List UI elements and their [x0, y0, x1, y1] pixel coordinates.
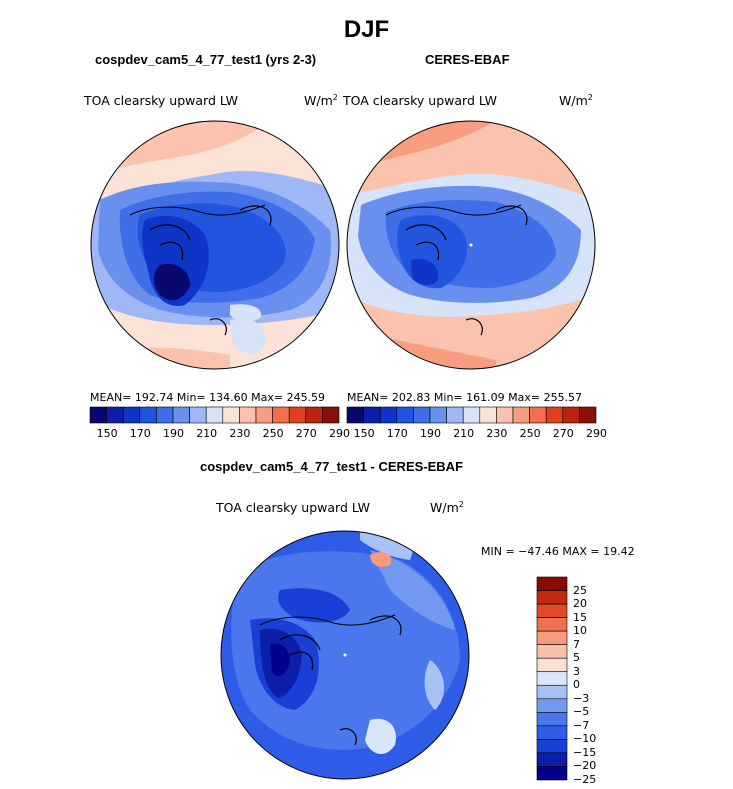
- colorbar-swatch: [446, 406, 464, 424]
- colorbar-tick-label: 150: [96, 427, 118, 440]
- difference-colorbar-ticks: 25 20 15 10 7 5 3 0 −3 −5 −7 −10 −15 −20 −25: [573, 577, 613, 786]
- colorbar-swatch: [106, 406, 124, 424]
- colorbar-swatch: [512, 406, 530, 424]
- panel-1-colorbar-ticks: 150 170 190 210 230 250 270 290: [90, 427, 350, 441]
- colorbar-tick-label: 230: [486, 427, 508, 440]
- panel-1-units: W/m2: [304, 93, 338, 109]
- difference-colorbar-tick-label: −3: [573, 691, 590, 705]
- colorbar-swatch: [363, 406, 381, 424]
- colorbar-swatch: [496, 406, 514, 424]
- difference-colorbar-tick-label: 15: [573, 610, 587, 624]
- colorbar-swatch: [322, 406, 340, 424]
- panel-2-variable: TOA clearsky upward LW: [343, 93, 498, 108]
- colorbar-swatch: [429, 406, 447, 424]
- colorbar-tick-label: 290: [329, 427, 350, 440]
- colorbar-swatch: [305, 406, 323, 424]
- colorbar-tick-label: 170: [386, 427, 408, 440]
- difference-colorbar-tick-label: −15: [573, 745, 597, 759]
- panel-2-units: W/m2: [559, 93, 593, 109]
- colorbar-swatch: [89, 406, 107, 424]
- colorbar-swatch: [189, 406, 207, 424]
- colorbar-tick-label: 250: [519, 427, 541, 440]
- colorbar-swatch: [139, 406, 157, 424]
- colorbar-swatch: [479, 406, 497, 424]
- colorbar-tick-label: 210: [196, 427, 218, 440]
- panel-1-variable: TOA clearsky upward LW: [84, 93, 239, 108]
- colorbar-tick-label: 290: [586, 427, 607, 440]
- difference-colorbar-tick-label: 25: [573, 583, 587, 597]
- difference-colorbar: [536, 576, 568, 781]
- colorbar-swatch: [222, 406, 240, 424]
- colorbar-swatch: [346, 406, 364, 424]
- colorbar-swatch: [396, 406, 414, 424]
- colorbar-swatch: [545, 406, 564, 424]
- difference-colorbar-swatch: [536, 603, 568, 618]
- colorbar-swatch: [205, 406, 224, 424]
- difference-colorbar-tick-label: 3: [573, 664, 580, 678]
- difference-colorbar-swatch: [536, 657, 568, 673]
- colorbar-swatch: [288, 406, 307, 424]
- difference-title: cospdev_cam5_4_77_test1 - CERES-EBAF: [200, 459, 464, 474]
- difference-colorbar-swatch: [536, 644, 568, 659]
- colorbar-swatch: [462, 406, 481, 424]
- difference-colorbar-swatch: [536, 684, 568, 700]
- difference-map: [220, 530, 470, 780]
- colorbar-tick-label: 190: [420, 427, 441, 440]
- panel-2-colorbar-ticks: 150 170 190 210 230 250 270 290: [347, 427, 607, 441]
- colorbar-swatch: [172, 406, 190, 424]
- colorbar-tick-label: 270: [295, 427, 317, 440]
- difference-colorbar-tick-label: −10: [573, 732, 597, 746]
- difference-colorbar-swatch: [536, 590, 568, 605]
- difference-colorbar-swatch: [536, 739, 568, 754]
- difference-colorbar-tick-label: 0: [573, 678, 580, 692]
- difference-colorbar-tick-label: 10: [573, 624, 587, 638]
- panel-1-colorbar: [89, 406, 340, 424]
- difference-variable: TOA clearsky upward LW: [216, 500, 371, 515]
- panel-2-map: [346, 120, 596, 370]
- difference-colorbar-swatch: [536, 617, 568, 632]
- difference-colorbar-swatch: [536, 725, 568, 740]
- colorbar-tick-label: 170: [129, 427, 151, 440]
- difference-colorbar-swatch: [536, 630, 568, 645]
- panel-2-colorbar: [346, 406, 597, 424]
- panel-1-map: [90, 120, 340, 370]
- panel-2-stats: MEAN= 202.83 Min= 161.09 Max= 255.57: [347, 391, 583, 404]
- difference-units: W/m2: [430, 500, 464, 516]
- difference-colorbar-tick-label: −5: [573, 705, 590, 719]
- difference-colorbar-swatch: [536, 671, 568, 686]
- difference-colorbar-tick-label: −7: [573, 718, 590, 732]
- difference-colorbar-swatch: [536, 698, 568, 713]
- colorbar-tick-label: 190: [163, 427, 184, 440]
- difference-colorbar-swatch: [536, 576, 568, 591]
- colorbar-swatch: [122, 406, 141, 424]
- colorbar-tick-label: 230: [229, 427, 251, 440]
- panel-2-title: CERES-EBAF: [425, 52, 510, 67]
- colorbar-swatch: [239, 406, 257, 424]
- colorbar-swatch: [529, 406, 547, 424]
- colorbar-swatch: [413, 406, 431, 424]
- colorbar-swatch: [379, 406, 398, 424]
- difference-stats: MIN = −47.46 MAX = 19.42: [481, 545, 635, 558]
- difference-colorbar-tick-label: 5: [573, 651, 580, 665]
- difference-colorbar-swatch: [536, 712, 568, 727]
- colorbar-tick-label: 270: [552, 427, 574, 440]
- difference-colorbar-tick-label: 20: [573, 597, 587, 611]
- colorbar-swatch: [579, 406, 597, 424]
- difference-colorbar-swatch: [536, 766, 568, 781]
- colorbar-tick-label: 150: [353, 427, 375, 440]
- panel-1-title: cospdev_cam5_4_77_test1 (yrs 2-3): [95, 52, 317, 67]
- difference-colorbar-tick-label: −25: [573, 773, 597, 786]
- figure-title: DJF: [343, 16, 390, 43]
- difference-colorbar-tick-label: −20: [573, 759, 597, 773]
- difference-colorbar-swatch: [536, 752, 568, 767]
- colorbar-swatch: [255, 406, 273, 424]
- colorbar-swatch: [272, 406, 290, 424]
- colorbar-swatch: [156, 406, 174, 424]
- colorbar-tick-label: 210: [453, 427, 475, 440]
- colorbar-swatch: [562, 406, 580, 424]
- difference-colorbar-tick-label: 7: [573, 637, 580, 651]
- colorbar-tick-label: 250: [262, 427, 284, 440]
- panel-1-stats: MEAN= 192.74 Min= 134.60 Max= 245.59: [90, 391, 326, 404]
